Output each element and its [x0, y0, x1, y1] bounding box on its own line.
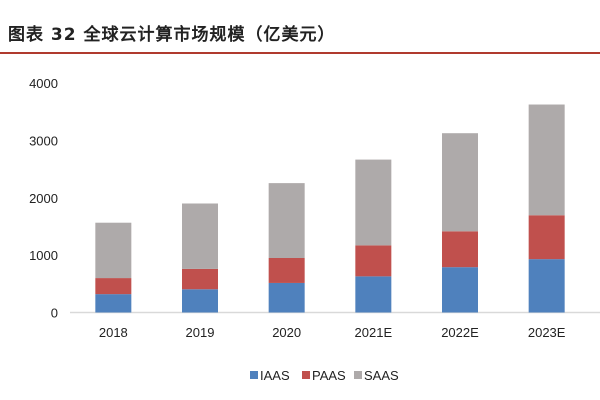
bar-saas	[182, 203, 218, 269]
bar-paas	[95, 278, 132, 295]
y-tick-label: 0	[51, 306, 58, 321]
bar-saas	[528, 104, 565, 216]
bar-saas	[442, 133, 478, 232]
bar-iaas	[528, 259, 565, 313]
x-tick-label: 2019	[186, 325, 215, 340]
x-tick-label: 2020	[272, 325, 301, 340]
x-tick-label: 2022E	[441, 325, 479, 340]
bar-saas	[95, 222, 132, 279]
bar-paas	[355, 245, 392, 277]
bar-iaas	[182, 289, 218, 313]
legend-swatch-iaas	[250, 371, 258, 379]
legend-label: PAAS	[312, 368, 346, 383]
legend-swatch-paas	[302, 371, 310, 379]
legend-label: IAAS	[260, 368, 290, 383]
y-tick-label: 2000	[29, 191, 58, 206]
bar-iaas	[268, 282, 305, 313]
legend-swatch-saas	[354, 371, 362, 379]
bar-paas	[268, 257, 305, 283]
bar-saas	[268, 183, 305, 258]
bar-paas	[528, 215, 565, 260]
x-tick-label: 2021E	[355, 325, 393, 340]
bar-saas	[355, 159, 392, 246]
y-tick-label: 3000	[29, 133, 58, 148]
y-tick-label: 4000	[29, 76, 58, 91]
chart-title: 图表 32 全球云计算市场规模（亿美元）	[8, 25, 336, 45]
x-tick-label: 2018	[99, 325, 128, 340]
bar-paas	[182, 268, 218, 290]
title-divider	[0, 52, 600, 54]
bar-iaas	[355, 276, 392, 313]
x-tick-label: 2023E	[528, 325, 566, 340]
bar-iaas	[95, 294, 132, 313]
bar-paas	[442, 231, 478, 268]
y-tick-label: 1000	[29, 248, 58, 263]
legend-label: SAAS	[364, 368, 399, 383]
bar-iaas	[442, 267, 478, 313]
